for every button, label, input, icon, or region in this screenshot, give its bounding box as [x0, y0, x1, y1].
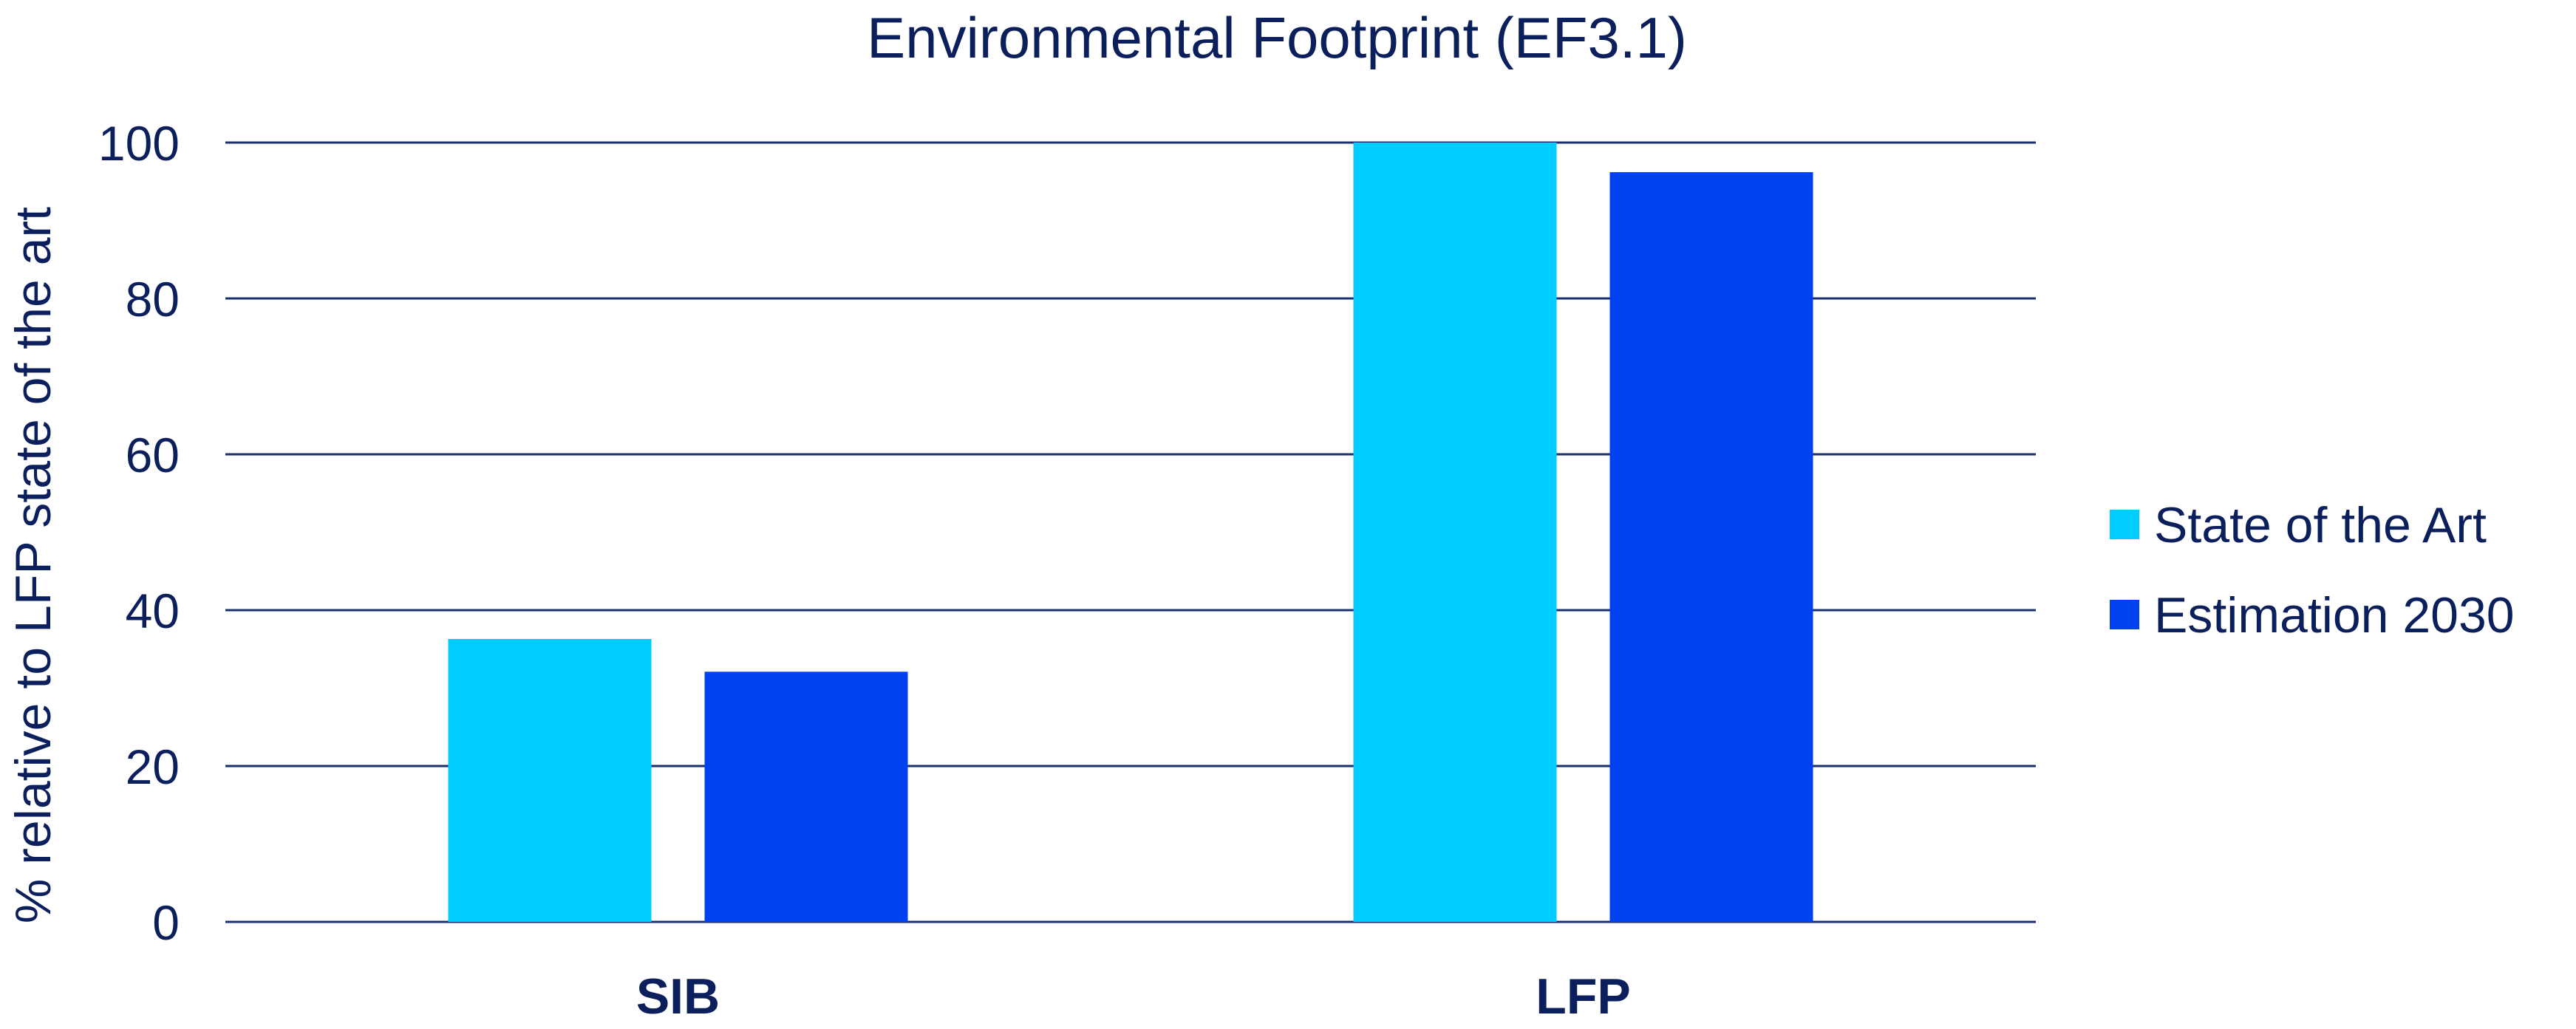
y-tick-label: 40 — [126, 584, 180, 638]
bar-lfp-series-1 — [1609, 172, 1813, 923]
legend: State of the Art Estimation 2030 — [2110, 497, 2515, 643]
y-tick-label: 0 — [152, 895, 180, 950]
y-tick-labels: 0 20 40 60 80 100 — [98, 116, 180, 950]
y-axis-label: % relative to LFP state of the art — [5, 207, 61, 923]
bar-lfp-series-0 — [1353, 143, 1557, 922]
x-tick-label: SIB — [636, 968, 720, 1025]
legend-swatch — [2110, 510, 2139, 539]
y-tick-label: 20 — [126, 739, 180, 794]
legend-label: Estimation 2030 — [2154, 587, 2515, 643]
y-tick-label: 100 — [98, 116, 180, 171]
y-tick-label: 60 — [126, 428, 180, 482]
bar-sib-series-0 — [448, 639, 652, 922]
bar-sib-series-1 — [704, 671, 908, 922]
legend-swatch — [2110, 600, 2139, 629]
x-tick-labels: SIB LFP — [636, 968, 1631, 1025]
y-tick-label: 80 — [126, 272, 180, 327]
legend-label: State of the Art — [2154, 497, 2487, 553]
chart-title: Environmental Footprint (EF3.1) — [867, 5, 1687, 70]
bars — [448, 143, 1813, 923]
x-tick-label: LFP — [1536, 968, 1630, 1025]
